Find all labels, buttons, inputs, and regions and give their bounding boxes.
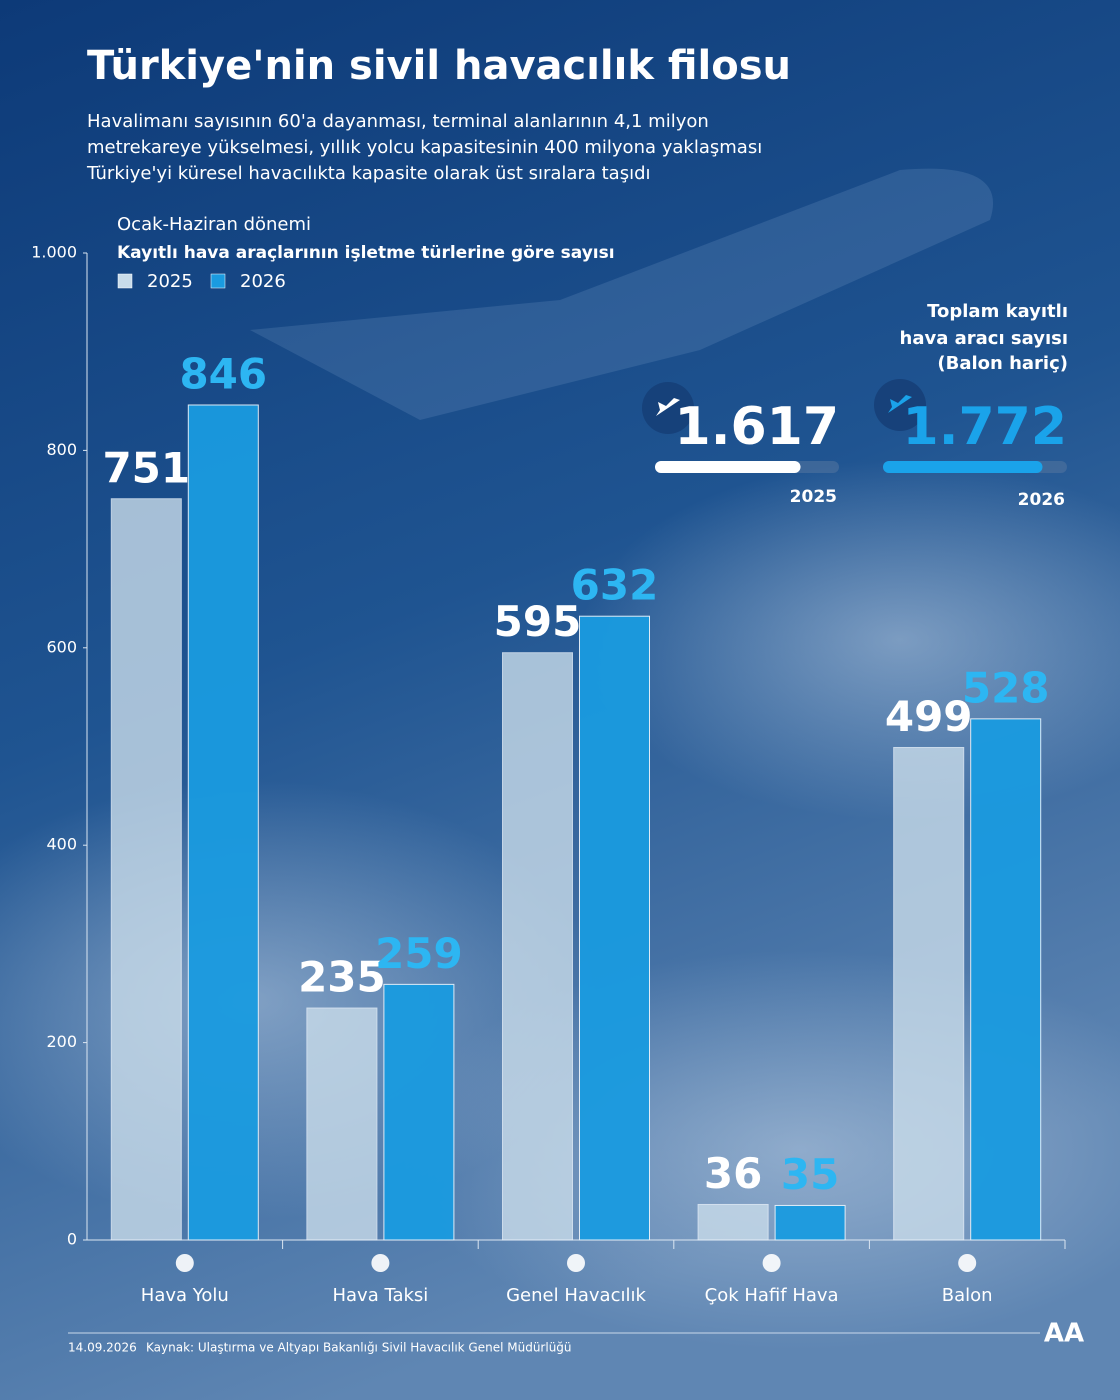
total-value: 1.772 <box>903 397 1067 457</box>
data-label: 36 <box>704 1149 762 1198</box>
subtitle: Havalimanı sayısının 60'a dayanması, ter… <box>87 111 709 132</box>
legend-swatch <box>117 273 133 289</box>
footer-date: 14.09.2026 <box>68 1341 137 1355</box>
bar <box>774 1204 846 1241</box>
plane-icon <box>888 395 912 413</box>
legend-label: 2025 <box>147 271 193 292</box>
bar <box>697 1203 769 1241</box>
bar <box>579 615 650 1241</box>
data-label: 528 <box>962 663 1050 712</box>
category-icon <box>762 1254 781 1272</box>
totals-title: Toplam kayıtlı <box>927 301 1068 322</box>
data-label: 846 <box>179 349 267 398</box>
data-label: 499 <box>885 692 973 741</box>
x-tick-label: Genel Havacılık <box>506 1285 646 1306</box>
totals-title: hava aracı sayısı <box>900 328 1068 349</box>
totals-title: (Balon hariç) <box>937 353 1068 374</box>
subtitle: Türkiye'yi küresel havacılıkta kapasite … <box>86 163 651 184</box>
x-tick-label: Hava Yolu <box>141 1285 229 1306</box>
y-tick-label: 400 <box>46 835 77 854</box>
title: Türkiye'nin sivil havacılık filosu <box>87 43 791 89</box>
bar <box>383 983 455 1241</box>
data-label: 632 <box>571 561 659 610</box>
total-bar <box>655 461 801 473</box>
y-tick-label: 200 <box>46 1032 77 1051</box>
bar <box>306 1007 378 1241</box>
y-tick-label: 1.000 <box>31 243 77 262</box>
bar <box>502 652 573 1241</box>
subtitle: metrekareye yükselmesi, yıllık yolcu kap… <box>87 137 762 158</box>
bar <box>970 718 1042 1241</box>
y-tick-label: 800 <box>46 440 77 459</box>
category-icon <box>958 1254 977 1272</box>
chart-title: Kayıtlı hava araçlarının işletme türleri… <box>117 243 615 263</box>
total-bar <box>883 461 1043 473</box>
total-year: 2025 <box>790 487 837 507</box>
data-label: 259 <box>375 929 463 978</box>
legend-swatch <box>210 273 226 289</box>
x-tick-label: Hava Taksi <box>332 1285 428 1306</box>
data-label: 35 <box>781 1150 839 1199</box>
y-tick-label: 0 <box>67 1230 77 1249</box>
plane-icon <box>656 398 680 416</box>
total-value: 1.617 <box>675 397 839 457</box>
logo: AA <box>1044 1319 1084 1349</box>
x-tick-label: Balon <box>942 1285 993 1306</box>
category-icon <box>371 1254 390 1272</box>
bar <box>187 404 259 1241</box>
total-year: 2026 <box>1018 490 1065 510</box>
data-label: 235 <box>298 953 386 1002</box>
footer-source: Kaynak: Ulaştırma ve Altyapı Bakanlığı S… <box>146 1341 572 1355</box>
bar <box>110 498 182 1241</box>
data-label: 595 <box>494 597 582 646</box>
legend-label: 2026 <box>240 271 286 292</box>
category-icon <box>175 1254 194 1272</box>
x-tick-label: Çok Hafif Hava <box>705 1285 839 1306</box>
period: Ocak-Haziran dönemi <box>117 214 311 235</box>
y-tick-label: 600 <box>46 637 77 656</box>
category-icon <box>567 1254 585 1272</box>
bar <box>893 746 965 1241</box>
data-label: 751 <box>102 443 190 492</box>
plane-silhouette <box>250 168 994 420</box>
